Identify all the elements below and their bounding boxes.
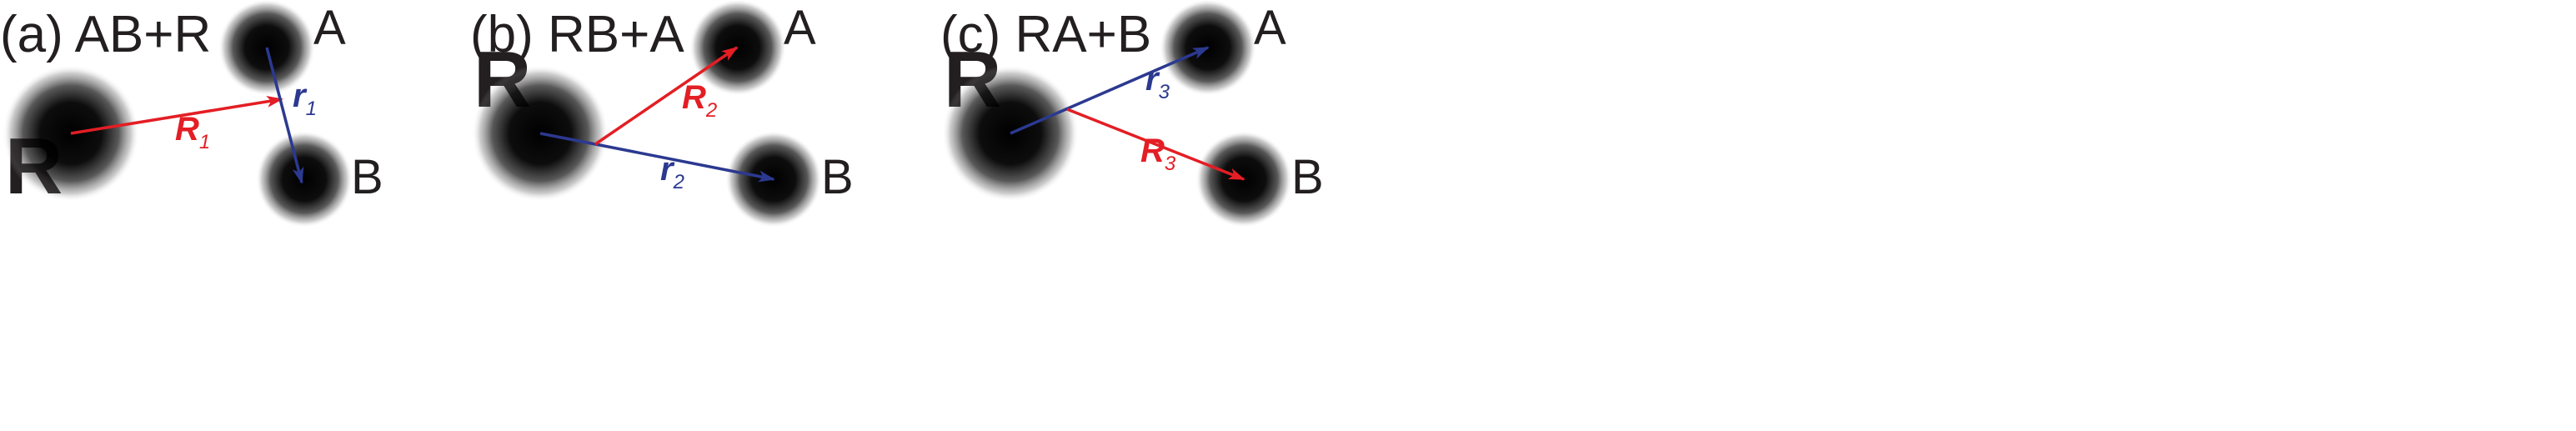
panel-b-atom-b-label: B: [821, 150, 854, 204]
panel-b-vector-big-arrow: [594, 46, 739, 146]
panel-a-atom-a-label: A: [313, 1, 346, 55]
panel-b-atom-a-label: A: [784, 1, 816, 55]
panel-a-vector-small-label: r1: [293, 78, 317, 120]
panel-b: (b) RB+A R A B R2 r2: [470, 0, 854, 228]
panel-a-vector-small-arrow: [265, 47, 304, 184]
panel-a-title: (a) AB+R: [0, 6, 211, 63]
panel-c-vector-small-label: r3: [1145, 61, 1170, 103]
panel-c-vector-big-main: R: [1140, 133, 1165, 169]
panel-a-vector-small-sub: 1: [306, 98, 317, 120]
panel-b-vector-big-sub: 2: [705, 99, 717, 122]
panel-a-atom-b-label: B: [351, 150, 383, 204]
panel-c-title: (c) RA+B: [940, 6, 1151, 63]
panel-c-vector-big-label: R3: [1140, 133, 1176, 175]
panel-b-vector-big-label: R2: [682, 79, 717, 122]
panel-c: (c) RA+B R A B r3 R3: [940, 0, 1324, 228]
panel-a-vector-small-main: r: [293, 78, 308, 114]
panel-c-vector-small-main: r: [1145, 61, 1160, 98]
panel-b-title: (b) RB+A: [470, 6, 684, 63]
panel-a-vector-big-arrow: [70, 95, 283, 135]
panel-c-vector-small-arrow: [1010, 46, 1210, 135]
panel-b-vector-small-arrow: [539, 132, 775, 183]
panel-b-vector-big-main: R: [682, 79, 706, 116]
panel-a-vector-big-sub: 1: [199, 131, 210, 153]
panel-a: (a) AB+R R A B R1 r1: [0, 0, 383, 228]
panel-b-vector-small-main: r: [660, 151, 675, 188]
panel-c-atom-b-label: B: [1291, 150, 1324, 204]
panel-b-vector-small-label: r2: [660, 151, 684, 193]
panel-c-vector-small-sub: 3: [1159, 81, 1170, 103]
panel-a-vector-big-label: R1: [175, 111, 210, 153]
panel-c-atom-a-label: A: [1254, 1, 1286, 55]
panel-a-atom-b: [256, 131, 353, 228]
panel-a-vector-big-main: R: [175, 111, 199, 148]
panel-c-vector-big-arrow: [1066, 108, 1245, 181]
panel-b-vector-small-sub: 2: [673, 171, 684, 193]
panel-c-vector-big-sub: 3: [1165, 153, 1176, 175]
